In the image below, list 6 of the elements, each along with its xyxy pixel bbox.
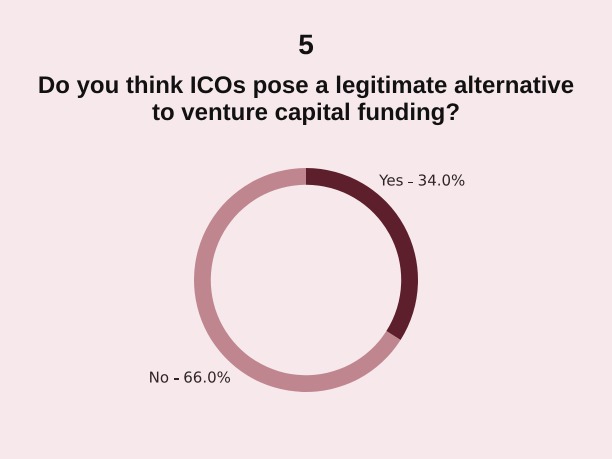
slice-label: Yes — [378, 171, 404, 190]
data-label: 34.0% — [418, 171, 466, 190]
data-label: 66.0% — [183, 368, 231, 386]
chart-title: 5 — [297, 29, 315, 61]
chart-subtitle: Do you think ICOs pose a legitimate alternative to venture capital funding? — [36, 72, 576, 126]
slice-label: No — [148, 368, 170, 386]
